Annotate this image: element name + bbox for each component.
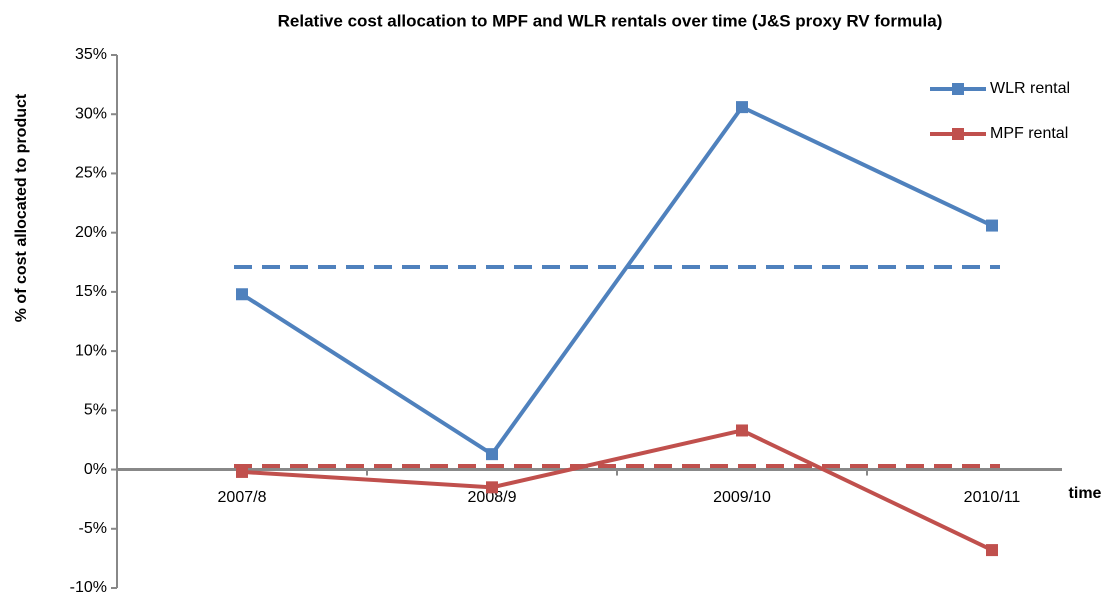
series-marker xyxy=(986,219,998,232)
x-tick-label: 2010/11 xyxy=(964,489,1021,506)
y-tick-label: 35% xyxy=(75,46,107,63)
chart-title: Relative cost allocation to MPF and WLR … xyxy=(278,11,943,30)
series-marker xyxy=(736,101,748,114)
legend-label: WLR rental xyxy=(990,80,1070,97)
series-marker xyxy=(236,288,248,301)
y-tick-label: 20% xyxy=(75,224,107,241)
x-tick-label: 2008/9 xyxy=(468,489,517,506)
series-line xyxy=(241,428,993,552)
x-tick-label: 2007/8 xyxy=(218,489,267,506)
series-marker xyxy=(736,424,748,437)
y-tick-label: -5% xyxy=(79,520,107,537)
x-tick-label: 2009/10 xyxy=(713,489,771,506)
series-marker xyxy=(236,465,248,478)
y-tick-label: 25% xyxy=(75,165,107,182)
y-tick-label: 10% xyxy=(75,342,107,359)
series-line xyxy=(240,104,993,457)
series-marker xyxy=(486,448,498,461)
series-marker xyxy=(486,481,498,494)
y-tick-label: 5% xyxy=(84,402,107,419)
y-tick-label: 30% xyxy=(75,105,107,122)
y-tick-label: -10% xyxy=(70,579,107,596)
legend-marker xyxy=(952,128,964,140)
y-axis-label: % of cost allocated to product xyxy=(13,93,30,322)
x-axis-label: time xyxy=(1069,485,1102,502)
legend-marker xyxy=(952,83,964,95)
y-tick-label: 15% xyxy=(75,283,107,300)
legend-label: MPF rental xyxy=(990,125,1068,142)
series-marker xyxy=(986,544,998,557)
y-tick-label: 0% xyxy=(84,461,107,478)
